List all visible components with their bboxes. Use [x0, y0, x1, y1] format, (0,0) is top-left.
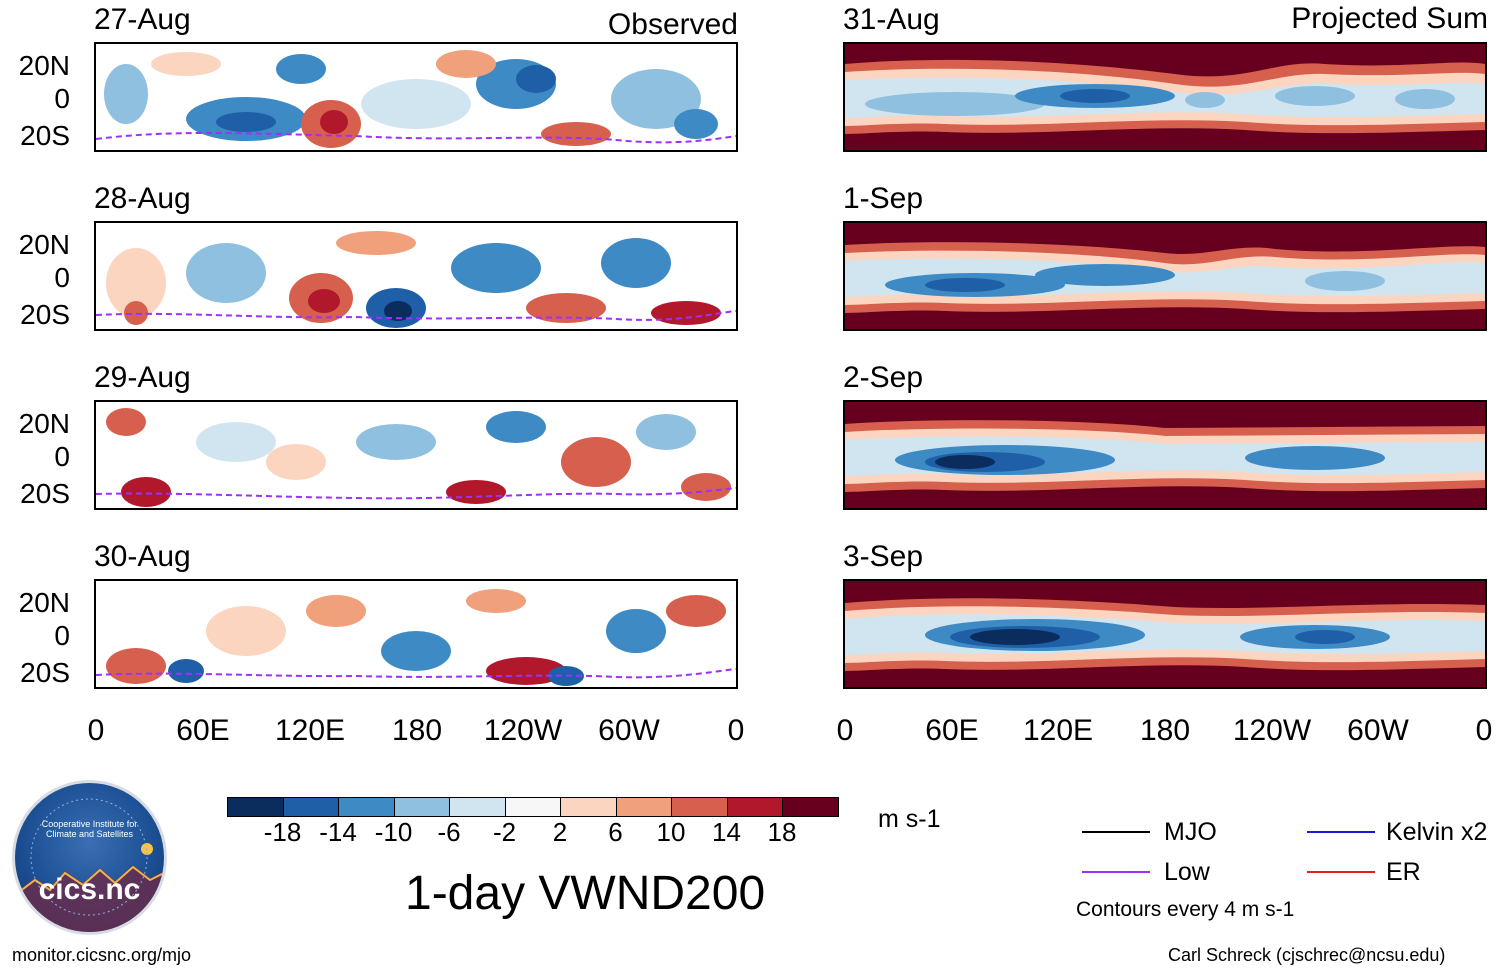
contour-note: Contours every 4 m s-1 — [1076, 898, 1295, 921]
observed-label: Observed — [607, 8, 738, 41]
legend-label-kelvin: Kelvin x2 — [1386, 818, 1488, 846]
chart-title: 1-day VWND200 — [405, 867, 766, 920]
projected-map-3 — [845, 402, 1485, 508]
colorbar-swatch-3 — [393, 797, 450, 817]
observed-map-panel-3 — [94, 400, 738, 510]
colorbar-tick-0: -18 — [263, 817, 302, 847]
lat-0-row1: 0 — [54, 83, 70, 114]
observed-map-3 — [96, 408, 736, 507]
projected-sum-label: Projected Sum — [1291, 2, 1488, 35]
legend-line-mjo — [1082, 831, 1150, 833]
projected-map-panel-1 — [843, 42, 1487, 152]
colorbar-tick-9: 18 — [767, 817, 797, 847]
lat-0-row4: 0 — [54, 620, 70, 651]
lon-tick-left-0-end: 0 — [727, 714, 745, 747]
observed-map-panel-1 — [94, 42, 738, 152]
projected-map-panel-4 — [843, 579, 1487, 689]
legend-line-kelvin — [1307, 831, 1375, 833]
colorbar-swatch-2 — [338, 797, 395, 817]
lat-20s-row4: 20S — [20, 657, 70, 688]
colorbar-tick-7: 10 — [656, 817, 686, 847]
lat-20s-row2: 20S — [20, 299, 70, 330]
lon-tick-right-60w: 60W — [1347, 714, 1409, 747]
date-label-observed-1: 27-Aug — [94, 3, 191, 36]
lat-20n-row1: 20N — [18, 50, 70, 81]
date-label-observed-2: 28-Aug — [94, 182, 191, 215]
colorbar-swatch-5 — [504, 797, 561, 817]
colorbar-swatch-4 — [449, 797, 506, 817]
date-label-projected-1: 31-Aug — [843, 3, 940, 36]
legend-label-mjo: MJO — [1164, 818, 1217, 846]
projected-map-2 — [845, 223, 1485, 329]
lat-20n-row2: 20N — [18, 229, 70, 260]
colorbar-tick-8: 14 — [712, 817, 741, 847]
legend-line-low — [1082, 871, 1150, 873]
lat-0-row2: 0 — [54, 262, 70, 293]
lon-tick-left-60e: 60E — [176, 714, 230, 747]
date-label-observed-3: 29-Aug — [94, 361, 191, 394]
observed-map-1 — [96, 50, 736, 148]
logo-text: cics.nc — [38, 873, 141, 906]
lon-tick-left-120e: 120E — [274, 714, 346, 747]
lon-tick-right-0-end: 0 — [1475, 714, 1493, 747]
logo-graphic — [15, 798, 164, 932]
colorbar-swatch-8 — [671, 797, 728, 817]
legend-line-er — [1307, 871, 1375, 873]
legend-label-low: Low — [1164, 858, 1210, 886]
date-label-projected-3: 2-Sep — [843, 361, 924, 394]
colorbar-swatch-1 — [282, 797, 339, 817]
footer-url: monitor.cicsnc.org/mjo — [12, 945, 192, 965]
colorbar-tick-2: -10 — [374, 817, 413, 847]
lat-20n-row4: 20N — [18, 587, 70, 618]
lon-tick-right-120e: 120E — [1022, 714, 1094, 747]
lon-tick-right-60e: 60E — [925, 714, 979, 747]
date-label-projected-4: 3-Sep — [843, 540, 924, 573]
lon-tick-left-60w: 60W — [598, 714, 660, 747]
colorbar-swatch-0 — [227, 797, 284, 817]
units-label: m s-1 — [878, 805, 941, 833]
cics-nc-logo: Cooperative Institute for Climate and Sa… — [12, 780, 167, 935]
footer-author: Carl Schreck (cjschrec@ncsu.edu) — [1168, 945, 1446, 965]
observed-map-2 — [96, 231, 736, 328]
lon-tick-left-120w: 120W — [483, 714, 563, 747]
lon-tick-right-120w: 120W — [1232, 714, 1312, 747]
colorbar-swatch-9 — [726, 797, 783, 817]
lon-tick-left-0: 0 — [87, 714, 105, 747]
colorbar-tick-1: -14 — [319, 817, 357, 847]
projected-map-1 — [845, 44, 1485, 150]
projected-map-panel-3 — [843, 400, 1487, 510]
lat-20s-row1: 20S — [20, 120, 70, 151]
observed-map-panel-4 — [94, 579, 738, 689]
colorbar-swatch-7 — [615, 797, 672, 817]
lat-0-row3: 0 — [54, 441, 70, 472]
lon-tick-right-180: 180 — [1139, 714, 1191, 747]
projected-map-4 — [845, 581, 1485, 687]
date-label-projected-2: 1-Sep — [843, 182, 924, 215]
lat-20s-row3: 20S — [20, 478, 70, 509]
lat-20n-row3: 20N — [18, 408, 70, 439]
observed-map-panel-2 — [94, 221, 738, 331]
projected-map-panel-2 — [843, 221, 1487, 331]
logo-ring-text: Cooperative Institute for Climate and Sa… — [41, 819, 138, 839]
colorbar-swatch-6 — [560, 797, 617, 817]
observed-map-4 — [96, 589, 736, 686]
colorbar-tick-3: -6 — [437, 817, 461, 847]
colorbar-tick-6: 6 — [608, 817, 623, 847]
colorbar-tick-4: -2 — [492, 817, 517, 847]
date-label-observed-4: 30-Aug — [94, 540, 191, 573]
lon-tick-right-0: 0 — [836, 714, 854, 747]
lon-tick-left-180: 180 — [391, 714, 443, 747]
colorbar-tick-5: 2 — [552, 817, 568, 847]
legend-label-er: ER — [1386, 858, 1421, 886]
colorbar-swatch-10 — [782, 797, 839, 817]
